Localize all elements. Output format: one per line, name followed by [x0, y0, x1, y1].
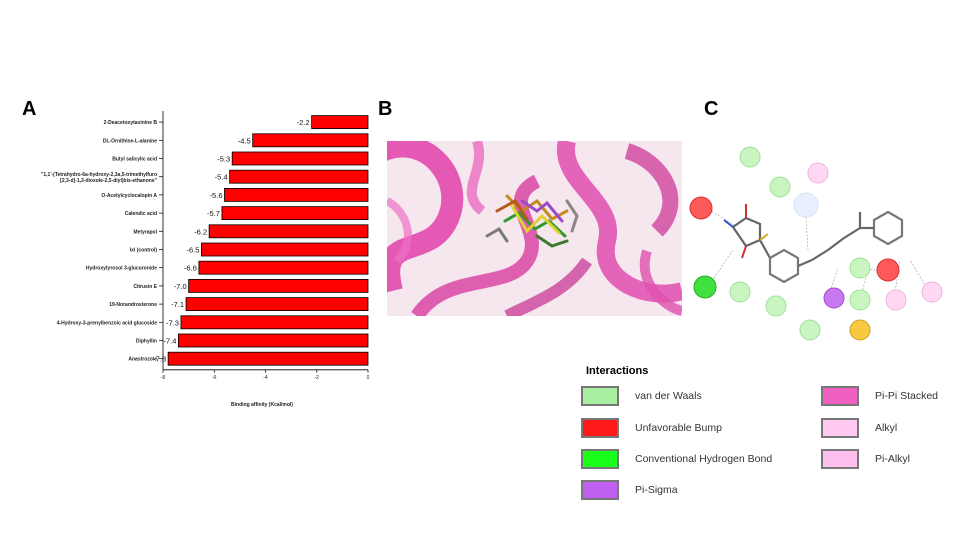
- legend-label: van der Waals: [635, 390, 702, 402]
- bar-value-label: -6.2: [194, 227, 207, 236]
- legend-item-pi-pi-stacked: Pi-Pi Stacked: [821, 386, 938, 406]
- category-label: Ixl (control): [130, 248, 158, 254]
- panel-label-a: A: [22, 98, 37, 120]
- bar-value-label: -7.3: [166, 318, 179, 327]
- bar: [224, 188, 369, 202]
- panel-label-c: C: [704, 98, 719, 120]
- category-label: Butyl salicylic acid: [112, 157, 157, 163]
- bar-value-label: -4.5: [238, 136, 251, 145]
- bar: [208, 224, 369, 239]
- bar: [167, 351, 369, 366]
- legend-swatch: [821, 418, 859, 438]
- legend-label: Pi-Sigma: [635, 484, 678, 496]
- legend-item-pi-sigma: Pi-Sigma: [581, 480, 678, 500]
- bar-value-label: -7.8: [153, 355, 166, 364]
- legend-swatch: [821, 386, 859, 406]
- category-label: "1,1'-(Tetrahydro-6a-hydroxy-2,3a,5-trim…: [41, 172, 158, 184]
- category-label: Citrusin E: [133, 284, 157, 290]
- category-label: 4-Hydroxy-3-prenylbenzoic acid glucoside: [57, 320, 158, 326]
- bar-value-label: -6.6: [184, 264, 197, 273]
- category-label: 19-Norandrosterone: [109, 302, 157, 308]
- docking-pose-image: [387, 141, 682, 316]
- bar: [201, 242, 369, 257]
- interaction-diagram: [688, 140, 950, 345]
- bar: [229, 169, 369, 184]
- bar: [180, 315, 369, 330]
- x-tick-label: 0: [367, 375, 370, 381]
- x-tick-label: -2: [315, 375, 320, 381]
- x-axis: -8 -6 -4 -2 0: [161, 111, 370, 381]
- x-tick-label: -8: [161, 375, 166, 381]
- ligand-structure: [723, 204, 904, 284]
- bar-value-label: -5.6: [210, 191, 223, 200]
- legend-item-pi-alkyl: Pi-Alkyl: [821, 449, 910, 469]
- x-axis-label: Binding affinity (Kcal/mol): [231, 402, 293, 408]
- bars-group: -2.2 2-Deacetoxytaxinine B -4.5 DL-Ornithin…: [41, 115, 369, 366]
- bar-value-label: -5.3: [217, 155, 230, 164]
- legend-swatch: [821, 449, 859, 469]
- x-tick-label: -6: [212, 375, 217, 381]
- bar: [221, 206, 369, 220]
- interaction-legend: Interactions van der Waals Unfavorable B…: [578, 362, 957, 512]
- legend-title: Interactions: [586, 365, 649, 377]
- bar: [311, 115, 369, 130]
- category-label: Diphyllin: [136, 339, 157, 345]
- legend-swatch: [581, 449, 619, 469]
- panel-label-b: B: [378, 98, 393, 120]
- 2d-interaction-map: [689, 146, 943, 341]
- category-label: 2-Deacetoxytaxinine B: [104, 120, 158, 126]
- bar: [198, 260, 369, 275]
- bar-value-label: -5.4: [215, 173, 228, 182]
- bar-value-label: -6.5: [187, 246, 200, 255]
- category-label: Calendic acid: [125, 211, 157, 217]
- legend-label: Conventional Hydrogen Bond: [635, 453, 773, 465]
- bar-value-label: -2.2: [297, 118, 310, 127]
- binding-affinity-chart: -2.2 2-Deacetoxytaxinine B -4.5 DL-Ornithin…: [41, 111, 370, 408]
- legend-swatch: [581, 418, 619, 438]
- bar: [185, 297, 369, 312]
- bar-value-label: -5.7: [207, 209, 220, 218]
- legend-item-van-der-waals: van der Waals: [581, 386, 702, 406]
- legend-label: Unfavorable Bump: [635, 422, 722, 434]
- category-label: DL-Ornithine-L-alanine: [103, 138, 157, 144]
- bar: [188, 278, 369, 293]
- bar-value-label: -7.4: [163, 337, 176, 346]
- legend-item-alkyl: Alkyl: [821, 418, 897, 438]
- category-label: Metyrapol: [133, 229, 157, 235]
- legend-swatch: [581, 386, 619, 406]
- legend-label: Pi-Pi Stacked: [875, 390, 939, 402]
- protein-ribbon-render: [387, 141, 682, 316]
- bar-value-label: -7.0: [174, 282, 187, 291]
- x-tick-label: -4: [263, 375, 268, 381]
- legend-item-conventional-hydrogen-bond: Conventional Hydrogen Bond: [581, 449, 772, 469]
- category-label: O-Acetylcyclocalopin A: [101, 193, 157, 199]
- legend-swatch: [581, 480, 619, 500]
- bar-value-label: -7.1: [171, 300, 184, 309]
- legend-label: Pi-Alkyl: [875, 453, 911, 465]
- legend-label: Alkyl: [875, 422, 898, 434]
- bar: [231, 151, 369, 166]
- residue-nodes: [689, 146, 943, 341]
- bar: [177, 333, 369, 348]
- bar: [252, 133, 369, 148]
- category-label: Hydroxytyrosol 3-glucuronide: [86, 266, 157, 272]
- legend-item-unfavorable-bump: Unfavorable Bump: [581, 418, 722, 438]
- category-label: Anastrozole: [128, 357, 157, 363]
